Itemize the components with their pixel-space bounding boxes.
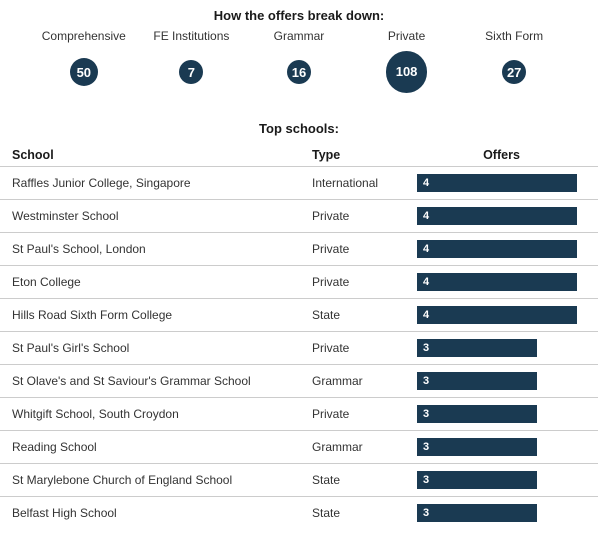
bubble-wrap: 27: [460, 60, 568, 84]
breakdown-bubble: 108: [386, 51, 427, 92]
breakdown-bubbles-row: 50 7 16 108 27: [0, 43, 598, 113]
cell-type: Private: [312, 275, 417, 289]
cell-type: State: [312, 308, 417, 322]
offers-bar: 3: [417, 405, 537, 423]
breakdown-label: Private: [353, 29, 461, 43]
cell-type: Grammar: [312, 374, 417, 388]
cell-school: Eton College: [12, 275, 312, 289]
offers-bar: 4: [417, 207, 577, 225]
cell-offers: 3: [417, 339, 586, 357]
table-row: St Marylebone Church of England SchoolSt…: [0, 463, 598, 496]
col-header-offers: Offers: [417, 148, 586, 162]
cell-offers: 4: [417, 174, 586, 192]
offers-bar: 3: [417, 504, 537, 522]
cell-offers: 4: [417, 306, 586, 324]
cell-type: State: [312, 506, 417, 520]
cell-school: Raffles Junior College, Singapore: [12, 176, 312, 190]
cell-type: Private: [312, 242, 417, 256]
col-header-school: School: [12, 148, 312, 162]
breakdown-bubble: 50: [70, 58, 98, 86]
table-header: School Type Offers: [0, 142, 598, 166]
offers-bar: 3: [417, 438, 537, 456]
offers-bar: 4: [417, 240, 577, 258]
cell-type: Private: [312, 209, 417, 223]
breakdown-labels-row: ComprehensiveFE InstitutionsGrammarPriva…: [0, 29, 598, 43]
breakdown-bubble: 7: [179, 60, 203, 84]
cell-type: International: [312, 176, 417, 190]
table-row: St Paul's Girl's SchoolPrivate3: [0, 331, 598, 364]
cell-school: St Paul's Girl's School: [12, 341, 312, 355]
cell-offers: 3: [417, 405, 586, 423]
cell-school: Belfast High School: [12, 506, 312, 520]
bubble-wrap: 108: [353, 51, 461, 92]
breakdown-label: FE Institutions: [138, 29, 246, 43]
cell-type: Grammar: [312, 440, 417, 454]
table-row: Raffles Junior College, SingaporeInterna…: [0, 166, 598, 199]
cell-offers: 4: [417, 207, 586, 225]
breakdown-title: How the offers break down:: [0, 0, 598, 29]
table-body: Raffles Junior College, SingaporeInterna…: [0, 166, 598, 529]
table-row: Belfast High SchoolState3: [0, 496, 598, 529]
table-row: Westminster SchoolPrivate4: [0, 199, 598, 232]
breakdown-label: Sixth Form: [460, 29, 568, 43]
cell-school: Hills Road Sixth Form College: [12, 308, 312, 322]
offers-bar: 3: [417, 372, 537, 390]
col-header-type: Type: [312, 148, 417, 162]
cell-school: St Olave's and St Saviour's Grammar Scho…: [12, 374, 312, 388]
offers-bar: 4: [417, 273, 577, 291]
breakdown-label: Comprehensive: [30, 29, 138, 43]
table-row: Hills Road Sixth Form CollegeState4: [0, 298, 598, 331]
cell-type: State: [312, 473, 417, 487]
table-row: Eton CollegePrivate4: [0, 265, 598, 298]
breakdown-label: Grammar: [245, 29, 353, 43]
cell-offers: 3: [417, 471, 586, 489]
cell-school: St Paul's School, London: [12, 242, 312, 256]
cell-type: Private: [312, 341, 417, 355]
cell-offers: 3: [417, 504, 586, 522]
cell-school: Whitgift School, South Croydon: [12, 407, 312, 421]
bubble-wrap: 50: [30, 58, 138, 86]
bubble-wrap: 16: [245, 60, 353, 84]
offers-bar: 4: [417, 174, 577, 192]
cell-school: Reading School: [12, 440, 312, 454]
cell-offers: 3: [417, 438, 586, 456]
schools-title: Top schools:: [0, 113, 598, 142]
table-row: Reading SchoolGrammar3: [0, 430, 598, 463]
breakdown-bubble: 16: [287, 60, 311, 84]
breakdown-bubble: 27: [502, 60, 526, 84]
bubble-wrap: 7: [138, 60, 246, 84]
page-container: How the offers break down: Comprehensive…: [0, 0, 598, 529]
cell-school: Westminster School: [12, 209, 312, 223]
offers-bar: 3: [417, 339, 537, 357]
offers-bar: 4: [417, 306, 577, 324]
cell-school: St Marylebone Church of England School: [12, 473, 312, 487]
cell-offers: 4: [417, 240, 586, 258]
cell-type: Private: [312, 407, 417, 421]
offers-bar: 3: [417, 471, 537, 489]
cell-offers: 4: [417, 273, 586, 291]
table-row: Whitgift School, South CroydonPrivate3: [0, 397, 598, 430]
cell-offers: 3: [417, 372, 586, 390]
table-row: St Olave's and St Saviour's Grammar Scho…: [0, 364, 598, 397]
table-row: St Paul's School, LondonPrivate4: [0, 232, 598, 265]
